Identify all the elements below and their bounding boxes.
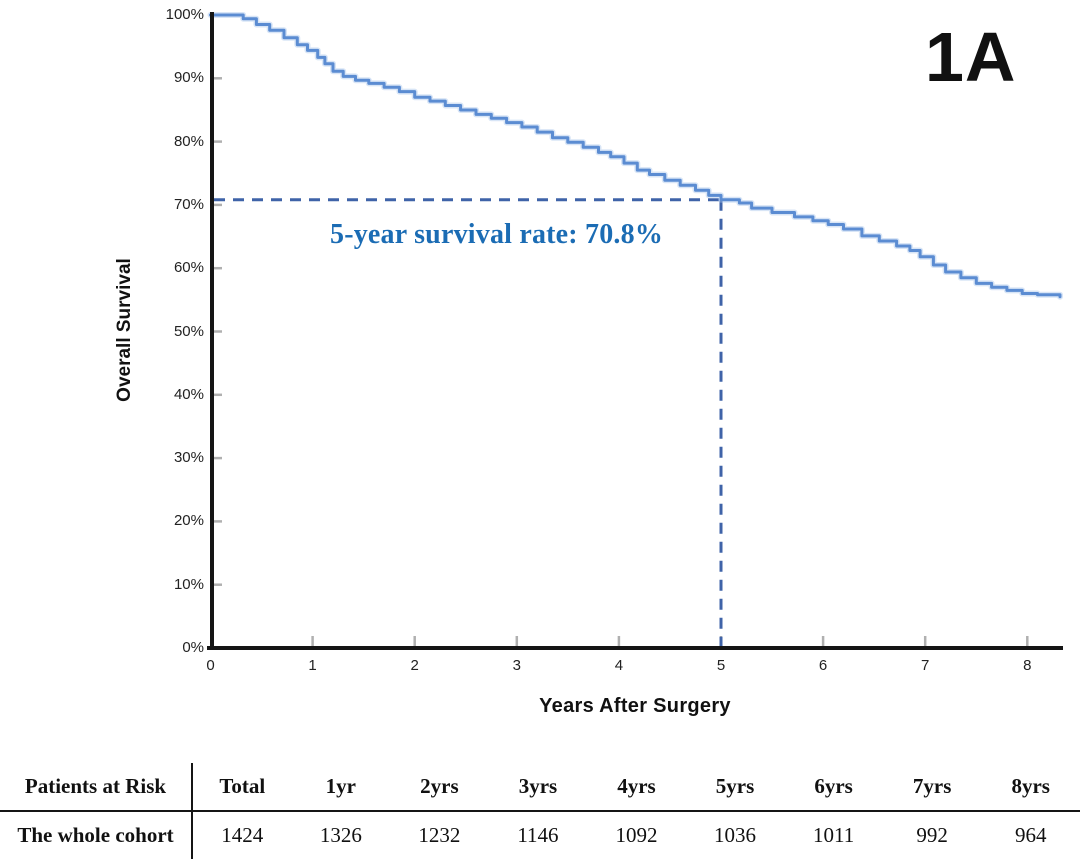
x-axis-title: Years After Surgery (539, 695, 731, 717)
risk-table-value: 964 (1014, 823, 1047, 847)
x-tick-label: 6 (818, 657, 828, 674)
risk-table-col-header: 5yrs (715, 774, 755, 798)
risk-table-col-header: 6yrs (814, 774, 853, 798)
y-axis-title: Overall Survival (114, 258, 135, 402)
y-tick-label: 50% (173, 322, 204, 340)
y-tick-label: 30% (173, 449, 204, 467)
figure-label: 1A (925, 18, 1017, 96)
survival-rate-annotation: 5-year survival rate: 70.8% (330, 219, 664, 250)
x-tick-label: 3 (512, 657, 521, 674)
risk-table-header-row: Patients at Risk Total 1yr 2yrs 3yrs 4yr… (0, 763, 1080, 812)
y-tick-label: 40% (173, 385, 204, 403)
y-tick-label: 10% (173, 575, 204, 593)
risk-table-value: 1232 (418, 823, 461, 847)
y-tick-label: 0% (182, 639, 204, 656)
km-survival-chart (207, 12, 1063, 650)
x-tick-label: 1 (308, 657, 317, 674)
risk-table-col-header: 2yrs (420, 774, 459, 798)
risk-table-col-header: 1yr (325, 774, 356, 798)
risk-table-value: 1424 (221, 823, 264, 847)
risk-table-value: 992 (916, 823, 948, 847)
y-tick-label: 70% (173, 195, 204, 213)
x-tick-label: 0 (206, 657, 215, 674)
y-tick-label: 100% (165, 6, 204, 23)
y-tick-label: 20% (173, 512, 204, 530)
risk-table-row-label: The whole cohort (0, 812, 193, 859)
y-tick-label: 60% (173, 259, 204, 277)
risk-table-data-row: The whole cohort 1424 1326 1232 1146 109… (0, 812, 1080, 859)
risk-table-value: 1036 (714, 823, 757, 847)
x-tick-label: 7 (921, 657, 930, 674)
risk-table-col-header: Total (219, 774, 266, 798)
risk-table-col-header: 4yrs (617, 774, 656, 798)
axis-tick-marks (213, 77, 1029, 650)
risk-table-title: Patients at Risk (0, 763, 193, 810)
risk-table-value: 1146 (517, 823, 559, 847)
risk-table-value: 1326 (319, 823, 362, 847)
y-tick-label: 80% (173, 132, 204, 150)
risk-table-value: 1011 (812, 823, 855, 847)
x-tick-label: 8 (1023, 657, 1032, 674)
risk-table-col-header: 8yrs (1011, 774, 1050, 798)
patients-at-risk-table: Patients at Risk Total 1yr 2yrs 3yrs 4yr… (0, 763, 1080, 859)
risk-table-col-header: 7yrs (912, 774, 952, 798)
y-tick-label: 90% (173, 69, 204, 87)
survival-curve (209, 13, 1062, 299)
x-tick-label: 5 (716, 657, 726, 674)
risk-table-col-header: 3yrs (518, 774, 558, 798)
x-tick-label: 2 (410, 657, 419, 674)
x-tick-label: 4 (614, 657, 624, 674)
risk-table-value: 1092 (615, 823, 658, 847)
